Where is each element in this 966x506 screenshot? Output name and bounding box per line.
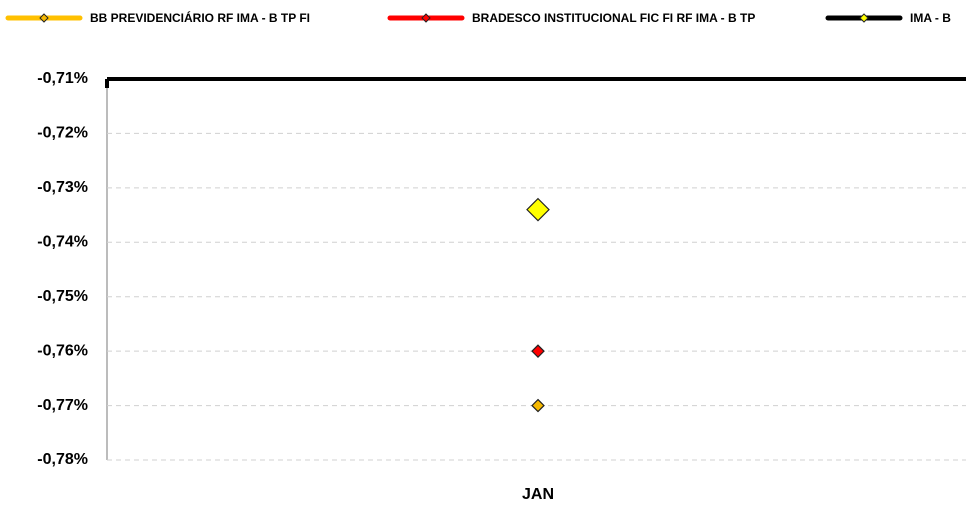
y-tick-label: -0,72% <box>37 125 88 142</box>
y-tick-label: -0,73% <box>37 179 88 196</box>
y-tick-label: -0,75% <box>37 288 88 305</box>
x-tick-label: JAN <box>522 486 554 503</box>
y-tick-label: -0,74% <box>37 234 88 251</box>
data-point <box>531 344 545 358</box>
legend-label: BRADESCO INSTITUCIONAL FIC FI RF IMA - B… <box>472 11 755 25</box>
y-tick-label: -0,76% <box>37 342 88 359</box>
y-tick-label: -0,78% <box>37 451 88 468</box>
legend-marker <box>421 13 431 23</box>
data-point <box>526 197 550 222</box>
legend-marker <box>859 13 869 23</box>
data-point <box>531 398 545 413</box>
legend-marker <box>39 13 49 23</box>
y-tick-label: -0,77% <box>37 397 88 414</box>
legend-label: BB PREVIDENCIÁRIO RF IMA - B TP FI <box>90 10 310 25</box>
y-tick-label: -0,71% <box>37 70 88 87</box>
legend-label: IMA - B <box>910 11 951 25</box>
